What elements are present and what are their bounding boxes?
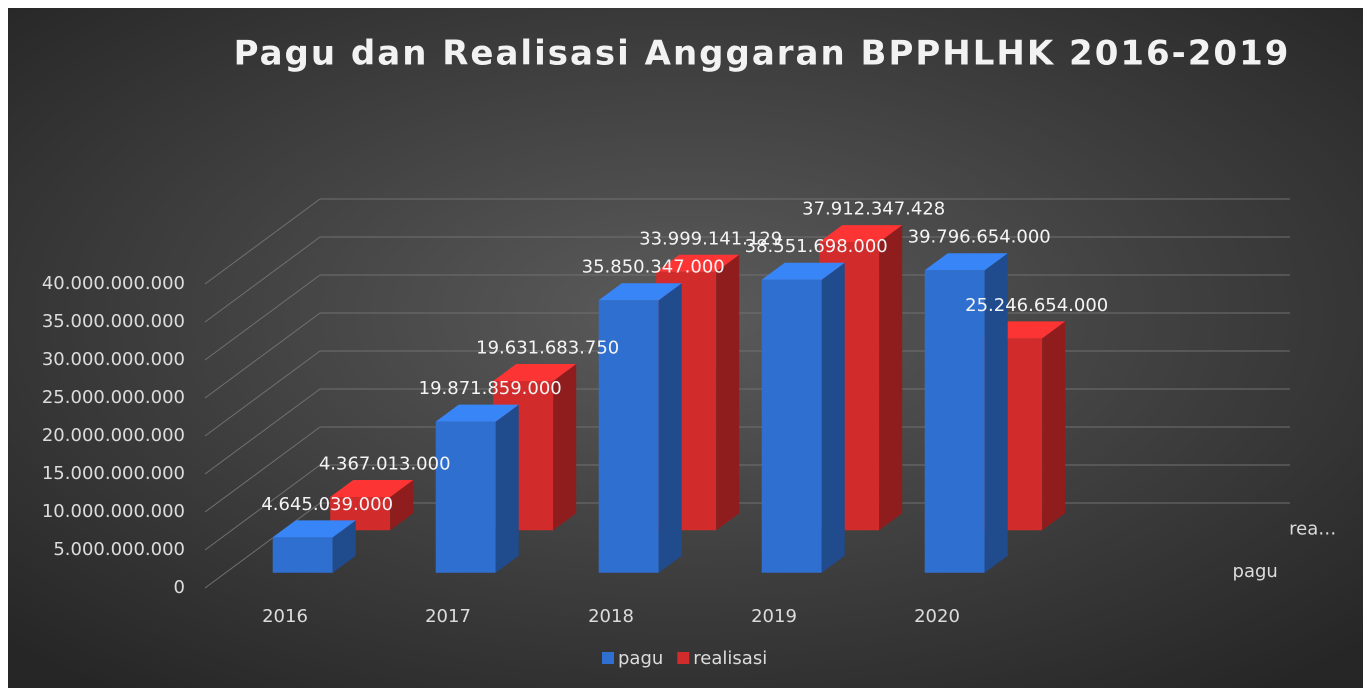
bar-side (553, 363, 577, 531)
bar-front (924, 270, 985, 573)
y-tick-label: 5.000.000.000 (53, 539, 185, 560)
bar-top (761, 262, 845, 280)
y-tick-label: 20.000.000.000 (42, 425, 185, 446)
value-label: 19.631.683.750 (476, 337, 619, 358)
bar-top (493, 363, 577, 381)
x-tick-label: 2018 (588, 606, 634, 627)
bar-top (656, 254, 740, 272)
grid-line (204, 350, 321, 437)
bar-front (272, 537, 333, 573)
bar (435, 404, 519, 573)
bar-front (598, 300, 659, 573)
bar-side (821, 262, 845, 573)
bar-side (1042, 321, 1066, 531)
y-tick-label: 10.000.000.000 (42, 501, 185, 522)
bar-side (658, 283, 682, 573)
y-tick-label: 25.000.000.000 (42, 387, 185, 408)
value-label: 25.246.654.000 (965, 295, 1108, 316)
bar-side (390, 480, 414, 531)
y-tick-label: 15.000.000.000 (42, 463, 185, 484)
y-tick-label: 35.000.000.000 (42, 311, 185, 332)
grid-line (204, 388, 321, 475)
bar-top (924, 253, 1008, 271)
legend-swatch (677, 652, 690, 664)
labels: 0 5.000.000.000 10.000.000.000 15.000.000.0… (42, 199, 1336, 669)
bar-top (435, 404, 519, 422)
x-tick-label: 2017 (425, 606, 471, 627)
bar-side (495, 404, 519, 573)
grid-line (204, 312, 321, 399)
value-label: 39.796.654.000 (908, 227, 1051, 248)
bar (598, 283, 682, 573)
x-tick-label: 2019 (751, 606, 797, 627)
legend-swatch (602, 652, 614, 664)
legend-label: realisasi (693, 648, 767, 669)
value-label: 37.912.347.428 (802, 199, 945, 220)
value-label: 33.999.141.129 (639, 228, 782, 249)
bar-front (761, 279, 822, 573)
bar-side (332, 520, 356, 573)
grid-line (204, 426, 321, 513)
bar (272, 520, 356, 573)
grid-line (204, 236, 321, 323)
y-tick-label: 0 (174, 577, 185, 598)
chart-title: Pagu dan Realisasi Anggaran BPPHLHK 2016… (234, 34, 1291, 74)
bar-side (879, 225, 903, 531)
bar-front (435, 421, 496, 573)
bar-top (598, 283, 682, 301)
bar-top (272, 520, 356, 538)
depth-label: pagu (1233, 561, 1278, 582)
value-label: 35.850.347.000 (582, 257, 725, 278)
x-tick-label: 2016 (262, 606, 308, 627)
y-tick-label: 40.000.000.000 (42, 273, 185, 294)
bar (330, 480, 414, 531)
grid-line (204, 198, 321, 285)
value-label: 4.367.013.000 (319, 454, 451, 475)
bars (272, 225, 1066, 573)
depth-label: rea… (1289, 519, 1336, 540)
value-label: 38.551.698.000 (745, 236, 888, 257)
bar (924, 253, 1008, 573)
bar-side (984, 253, 1008, 573)
y-tick-label: 30.000.000.000 (42, 349, 185, 370)
bar-top (819, 225, 903, 243)
bar-side (716, 254, 740, 531)
x-tick-label: 2020 (914, 606, 960, 627)
grid-line (204, 502, 321, 589)
value-label: 19.871.859.000 (419, 378, 562, 399)
value-label: 4.645.039.000 (261, 494, 393, 515)
grid-line (204, 464, 321, 551)
grid-line (204, 274, 321, 361)
legend-label: pagu (618, 648, 663, 669)
bar-top (330, 480, 414, 498)
bar (761, 262, 845, 573)
